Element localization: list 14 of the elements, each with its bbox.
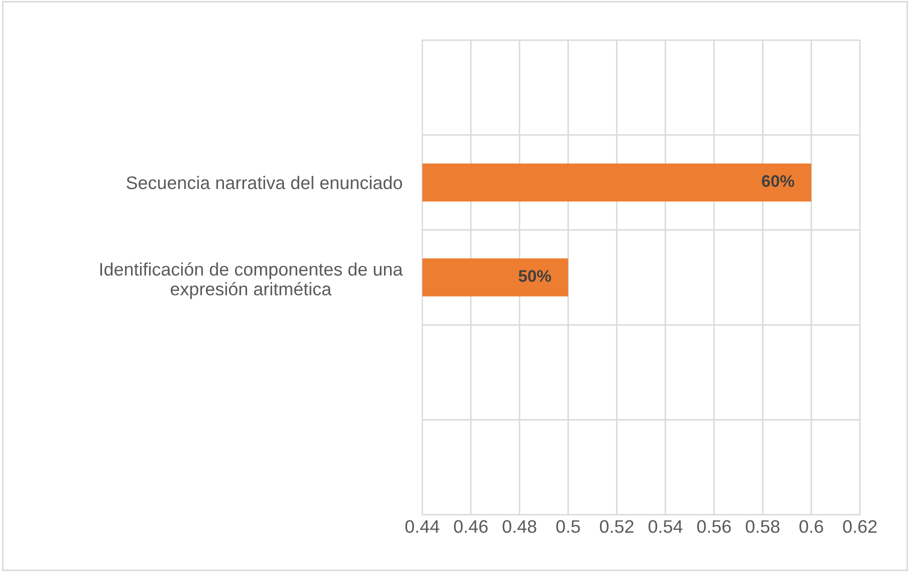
x-tick-label: 0.54 xyxy=(648,520,682,533)
x-tick-label: 0.46 xyxy=(454,520,488,533)
x-tick-label: 0.58 xyxy=(746,520,780,533)
data-label: 50% xyxy=(518,270,552,282)
x-tick-label: 0.5 xyxy=(556,520,580,533)
data-label: 60% xyxy=(762,175,794,187)
x-tick-label: 0.52 xyxy=(600,520,634,533)
y-tick-label: Secuencia narrativa del enunciado xyxy=(126,176,402,190)
x-tick-label: 0.6 xyxy=(799,520,824,533)
x-tick-label: 0.48 xyxy=(502,520,536,533)
y-tick-label: Identificación de componentes de una expresión aritmética xyxy=(100,262,403,299)
x-tick-label: 0.56 xyxy=(697,520,731,533)
x-tick-label: 0.62 xyxy=(843,520,877,533)
x-tick-label: 0.44 xyxy=(405,520,440,533)
